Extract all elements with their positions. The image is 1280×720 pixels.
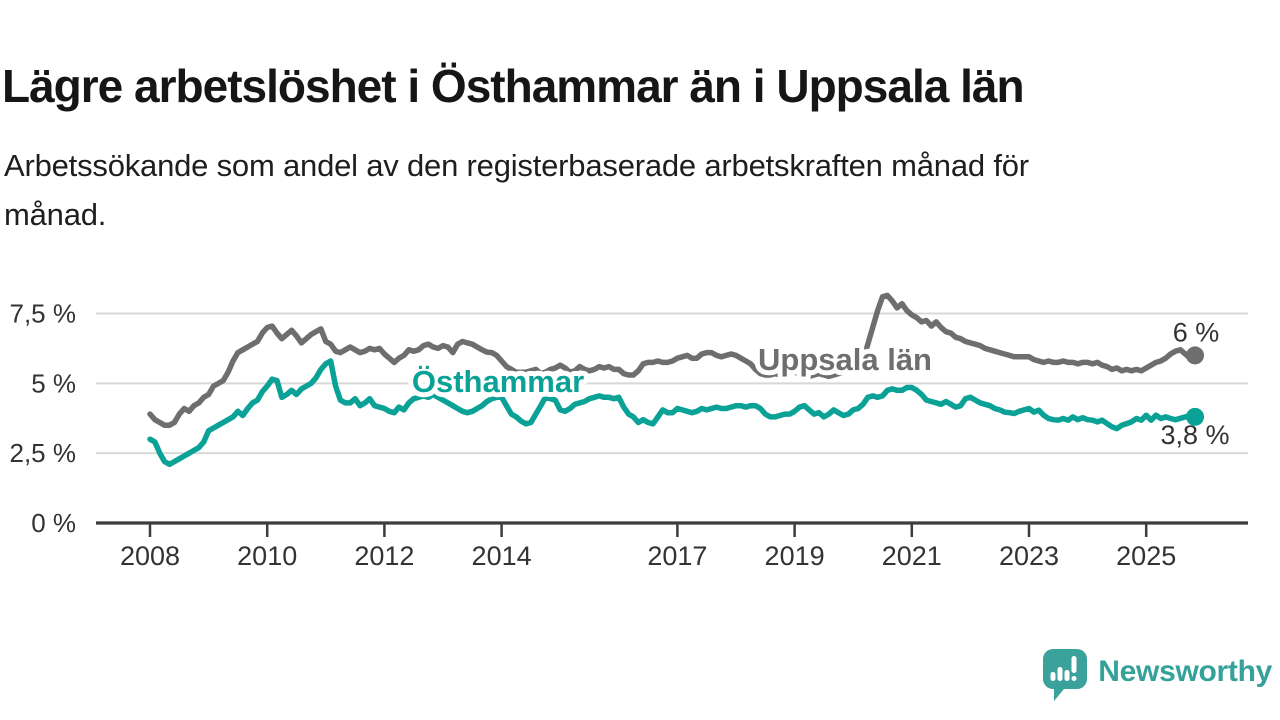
y-tick-label: 5 %: [31, 368, 76, 398]
x-tick-label: 2021: [882, 541, 942, 571]
x-tick-label: 2012: [354, 541, 414, 571]
chart-subtitle: Arbetssökande som andel av den registerb…: [4, 141, 1224, 239]
series-label: Uppsala län: [758, 342, 932, 377]
subtitle-line-1: Arbetssökande som andel av den registerb…: [4, 148, 1029, 183]
x-tick-label: 2014: [472, 541, 532, 571]
series-label: Östhammar: [412, 364, 584, 399]
y-tick-label: 7,5 %: [10, 299, 77, 329]
x-tick-label: 2010: [237, 541, 297, 571]
brand-wordmark: Newsworthy: [1098, 655, 1272, 688]
series-line-uppsala: [147, 292, 1198, 428]
subtitle-line-2: månad.: [4, 197, 107, 232]
series-line-osthammar: [147, 358, 1198, 468]
series-end-dot: [1186, 346, 1205, 365]
x-tick-label: 2023: [999, 541, 1059, 571]
y-tick-label: 0 %: [31, 508, 76, 538]
end-value-label: 6 %: [1173, 317, 1220, 347]
x-tick-label: 2019: [765, 541, 825, 571]
x-tick-label: 2017: [647, 541, 707, 571]
series-end-dot: [1186, 407, 1205, 426]
x-tick-label: 2008: [120, 541, 180, 571]
bar-chart-speech-bubble-icon: [1043, 649, 1088, 701]
x-tick-label: 2025: [1116, 541, 1176, 571]
newsworthy-logo: Newsworthy: [1040, 645, 1272, 705]
y-tick-label: 2,5 %: [10, 438, 77, 468]
page-title: Lägre arbetslöshet i Östhammar än i Upps…: [2, 59, 1025, 112]
end-value-label: 3,8 %: [1161, 420, 1230, 450]
